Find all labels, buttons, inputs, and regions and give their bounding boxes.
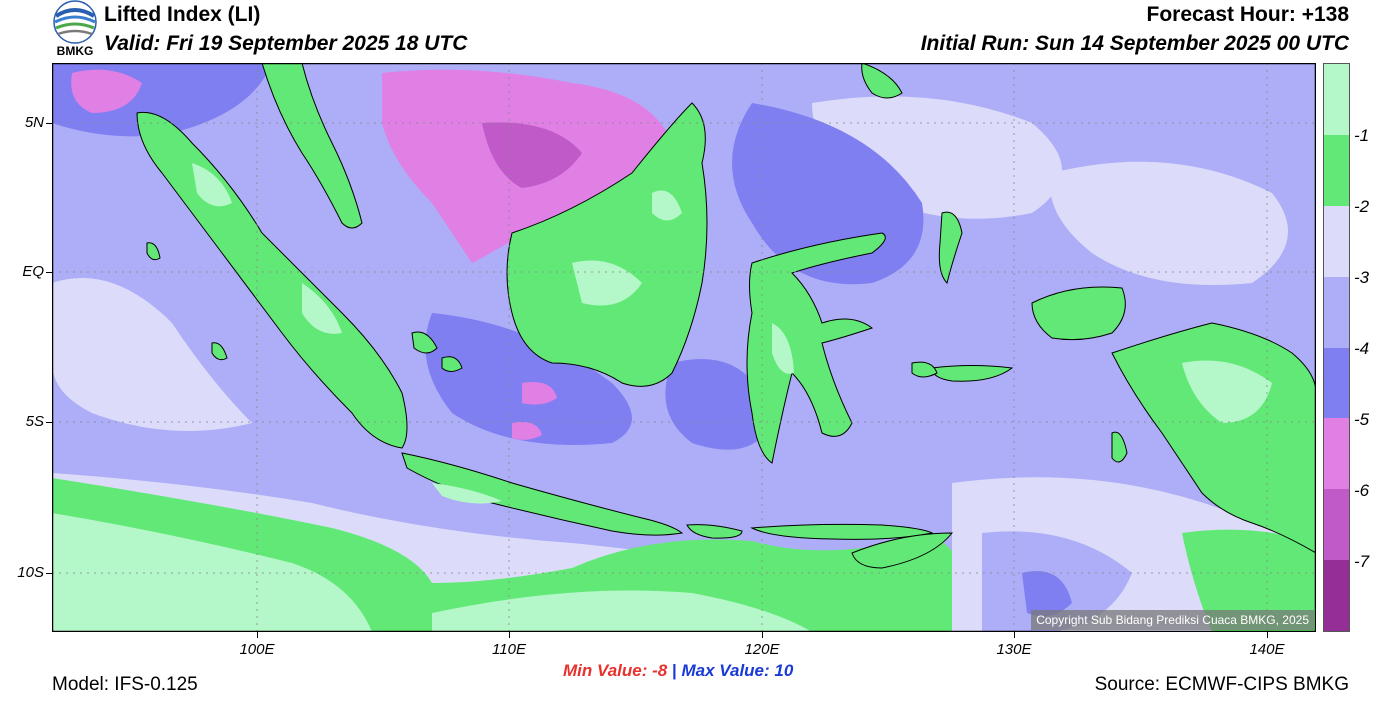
lifted-index-map	[51, 62, 1317, 633]
field-south-pale	[52, 513, 372, 632]
source-label: Source: ECMWF-CIPS BMKG	[1094, 674, 1349, 695]
map-panel: Copyright Sub Bidang Prediksi Cuaca BMKG…	[51, 62, 1317, 633]
graticule	[52, 63, 1316, 632]
min-value: -8	[652, 661, 668, 680]
max-label: Max Value:	[681, 661, 770, 680]
land-borneo	[506, 102, 708, 387]
lon-tickmark	[1267, 632, 1268, 638]
land-bangka	[411, 331, 438, 354]
field-indian-ocean	[52, 278, 252, 431]
lat-tick-10s: 10S	[17, 564, 44, 581]
colorbar-label: -7	[1354, 552, 1370, 571]
lon-tickmark	[762, 632, 763, 638]
land-buru	[911, 361, 938, 378]
land-malay-peninsula	[261, 63, 363, 229]
field-pink-small-1	[522, 382, 557, 405]
lon-tick-110e: 110E	[492, 641, 526, 658]
colorbar	[1323, 63, 1350, 632]
forecast-hour: Forecast Hour: +138	[1146, 3, 1350, 26]
min-label: Min Value:	[563, 661, 648, 680]
lat-tick-5s: 5S	[25, 413, 44, 430]
land-bali-lombok	[686, 524, 743, 539]
max-value: 10	[774, 661, 794, 680]
colorbar-bin	[1324, 418, 1349, 490]
field-banda-dark	[665, 359, 772, 450]
colorbar-bin	[1324, 489, 1349, 561]
land-nias	[146, 242, 161, 261]
map-title: Lifted Index (LI)	[104, 3, 261, 26]
initial-run: Initial Run: Sun 14 September 2025 00 UT…	[920, 32, 1349, 55]
field-scs-magenta	[482, 122, 582, 188]
lat-tickmark	[46, 123, 52, 124]
bmkg-logo: BMKG	[52, 0, 98, 58]
valid-time: Valid: Fri 19 September 2025 18 UTC	[104, 32, 468, 55]
colorbar-bin	[1324, 276, 1349, 348]
model-label: Model: IFS-0.125	[52, 674, 198, 695]
land-mindanao	[861, 63, 903, 99]
field-arafura-dark	[1022, 571, 1072, 617]
colorbar-label: -5	[1354, 410, 1370, 429]
copyright-notice: Copyright Sub Bidang Prediksi Cuaca BMKG…	[1031, 610, 1314, 630]
land-seram	[931, 365, 1014, 382]
land-nusa-tenggara	[750, 523, 934, 540]
colorbar-label: -6	[1354, 481, 1370, 500]
land-birds-head	[1031, 286, 1126, 341]
logo-text: BMKG	[56, 44, 94, 58]
colorbar-label: -2	[1354, 197, 1370, 216]
lon-tick-130e: 130E	[996, 641, 1032, 658]
lon-tick-120e: 120E	[744, 641, 780, 658]
map-frame	[51, 62, 1317, 633]
land-aru	[1111, 431, 1128, 463]
land-timor	[851, 532, 954, 569]
lon-tick-140e: 140E	[1249, 641, 1285, 658]
field-java-sea-dark	[425, 313, 632, 445]
land-mentawai	[211, 342, 228, 361]
field-southeast-green	[1182, 529, 1316, 632]
stats-separator: |	[671, 661, 677, 680]
lat-tick-eq: EQ	[22, 263, 44, 280]
land-belitung	[441, 356, 463, 372]
land-halmahera	[938, 211, 963, 284]
lat-tickmark	[46, 272, 52, 273]
land-sulawesi	[746, 232, 886, 464]
colorbar-label: -3	[1354, 268, 1370, 287]
colorbar-label: -4	[1354, 339, 1370, 358]
min-max-line: Min Value: -8 | Max Value: 10	[563, 661, 793, 681]
lon-tickmark	[1014, 632, 1015, 638]
lat-tickmark	[46, 573, 52, 574]
lon-tickmark	[257, 632, 258, 638]
colorbar-label: -1	[1354, 126, 1370, 145]
colorbar-bin	[1324, 134, 1349, 206]
field-pacific-patch	[1050, 161, 1288, 285]
field-andaman-pink	[71, 69, 142, 113]
land-java	[401, 452, 684, 536]
lon-tick-100e: 100E	[239, 641, 275, 658]
bmkg-emblem-icon	[53, 0, 97, 44]
lat-tickmark	[46, 422, 52, 423]
field-south-pale-2	[432, 590, 812, 632]
colorbar-bin	[1324, 560, 1349, 631]
lon-tickmark	[509, 632, 510, 638]
colorbar-bin	[1324, 347, 1349, 419]
colorbar-bin	[1324, 64, 1349, 135]
land-pale-patches	[192, 163, 1272, 504]
lat-tick-5n: 5N	[24, 114, 44, 131]
field-pink-small-2	[512, 421, 542, 440]
colorbar-bin	[1324, 205, 1349, 277]
